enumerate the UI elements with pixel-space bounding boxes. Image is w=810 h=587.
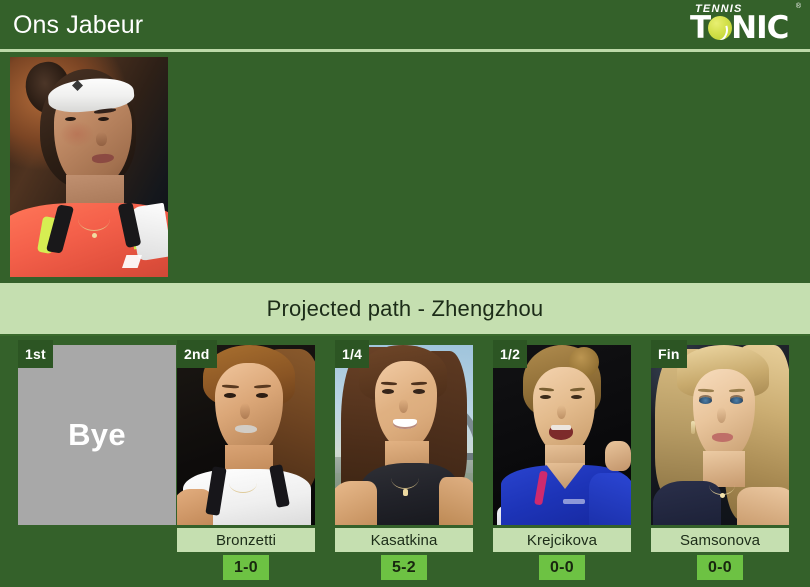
bye-placeholder: Bye xyxy=(18,345,176,525)
face xyxy=(693,369,755,461)
opponent-name: Samsonova xyxy=(679,531,761,549)
projected-path-banner: Projected path - Zhengzhou xyxy=(0,283,810,334)
left-eye xyxy=(224,393,236,398)
logo-letter-n: N xyxy=(731,9,757,46)
logo-tonic-text: T N I C xyxy=(690,9,790,46)
registered-trademark-icon: ® xyxy=(795,3,801,10)
mouth xyxy=(234,424,258,434)
opponent-name: Bronzetti xyxy=(215,531,277,549)
opponent-name-bar[interactable]: Samsonova xyxy=(651,528,789,552)
face xyxy=(533,367,595,455)
round-badge-1st: 1st xyxy=(18,340,53,368)
necklace xyxy=(709,475,735,495)
nose xyxy=(717,407,726,423)
nose xyxy=(96,132,107,146)
opponent-photo-krejcikova[interactable] xyxy=(493,345,631,525)
opponent-name: Kasatkina xyxy=(370,531,438,549)
shoulder-right xyxy=(737,487,789,525)
logo-letter-i: I xyxy=(756,9,768,46)
logo-letter-c: C xyxy=(766,9,790,46)
banner-divider xyxy=(0,334,810,336)
right-eye xyxy=(413,389,425,394)
page-title: Ons Jabeur xyxy=(13,11,144,39)
teeth xyxy=(551,425,571,430)
opponent-name-bar[interactable]: Kasatkina xyxy=(335,528,473,552)
mouth xyxy=(712,433,733,442)
opponent-name-bar[interactable]: Krejcikova xyxy=(493,528,631,552)
head-to-head-badge[interactable]: 1-0 xyxy=(223,555,269,580)
headband-brand-icon xyxy=(72,80,83,91)
tennis-tonic-logo[interactable]: TENNIS ® T N I C xyxy=(684,3,802,43)
necklace-pendant xyxy=(720,493,725,498)
jersey-sleeve-right xyxy=(589,473,631,525)
necklace xyxy=(229,473,257,493)
nose xyxy=(557,405,566,419)
page-header: Ons Jabeur TENNIS ® T N I C xyxy=(0,0,810,52)
head-to-head-badge[interactable]: 5-2 xyxy=(381,555,427,580)
right-eye xyxy=(256,393,268,398)
header-divider xyxy=(0,49,810,52)
round-badge-2nd: 2nd xyxy=(177,340,217,368)
shirt-brand-icon xyxy=(122,255,142,268)
opponent-name: Krejcikova xyxy=(526,531,598,549)
nose xyxy=(399,399,408,413)
opponent-photo-illustration xyxy=(335,345,473,525)
left-eye xyxy=(699,397,712,404)
bye-label: Bye xyxy=(68,417,126,452)
round-badge-quarter: 1/4 xyxy=(335,340,370,368)
tennis-ball-icon xyxy=(708,15,733,40)
necklace-pendant xyxy=(92,233,97,238)
round-badge-final: Fin xyxy=(651,340,687,368)
right-eye xyxy=(571,395,582,399)
round-badge-semi: 1/2 xyxy=(493,340,528,368)
necklace xyxy=(78,207,110,231)
face xyxy=(375,361,437,449)
mouth xyxy=(393,419,417,429)
right-eye xyxy=(730,397,743,404)
cheek-shading xyxy=(60,121,94,147)
clenched-fist xyxy=(605,441,631,471)
head-to-head-score: 0-0 xyxy=(549,558,575,576)
opponent-photo-kasatkina[interactable] xyxy=(335,345,473,525)
head-to-head-badge[interactable]: 0-0 xyxy=(539,555,585,580)
necklace xyxy=(391,467,419,489)
shoulder-right xyxy=(439,477,473,525)
earring xyxy=(691,421,695,434)
opponent-photo-bronzetti[interactable] xyxy=(177,345,315,525)
projected-path-row: Bye 1st 2 xyxy=(0,340,810,587)
opponent-photo-illustration xyxy=(493,345,631,525)
head-to-head-score: 0-0 xyxy=(707,558,733,576)
opponent-photo-samsonova[interactable] xyxy=(651,345,789,525)
left-eye xyxy=(382,389,394,394)
head-to-head-badge[interactable]: 0-0 xyxy=(697,555,743,580)
player-photo-illustration xyxy=(10,57,168,277)
shoulder-left xyxy=(335,481,377,525)
player-photo[interactable] xyxy=(10,57,168,277)
logo-letter-t: T xyxy=(690,9,711,46)
head-to-head-score: 5-2 xyxy=(391,558,417,576)
head-to-head-score: 1-0 xyxy=(233,558,259,576)
left-eye xyxy=(540,395,551,399)
necklace-pendant xyxy=(403,489,408,496)
jersey-brand-icon xyxy=(563,499,585,504)
opponent-photo-illustration xyxy=(177,345,315,525)
opponent-name-bar[interactable]: Bronzetti xyxy=(177,528,315,552)
nose xyxy=(240,403,250,419)
opponent-photo-illustration xyxy=(651,345,789,525)
logo-tennis-text: TENNIS xyxy=(695,3,743,15)
banner-title: Projected path - Zhengzhou xyxy=(266,295,544,321)
